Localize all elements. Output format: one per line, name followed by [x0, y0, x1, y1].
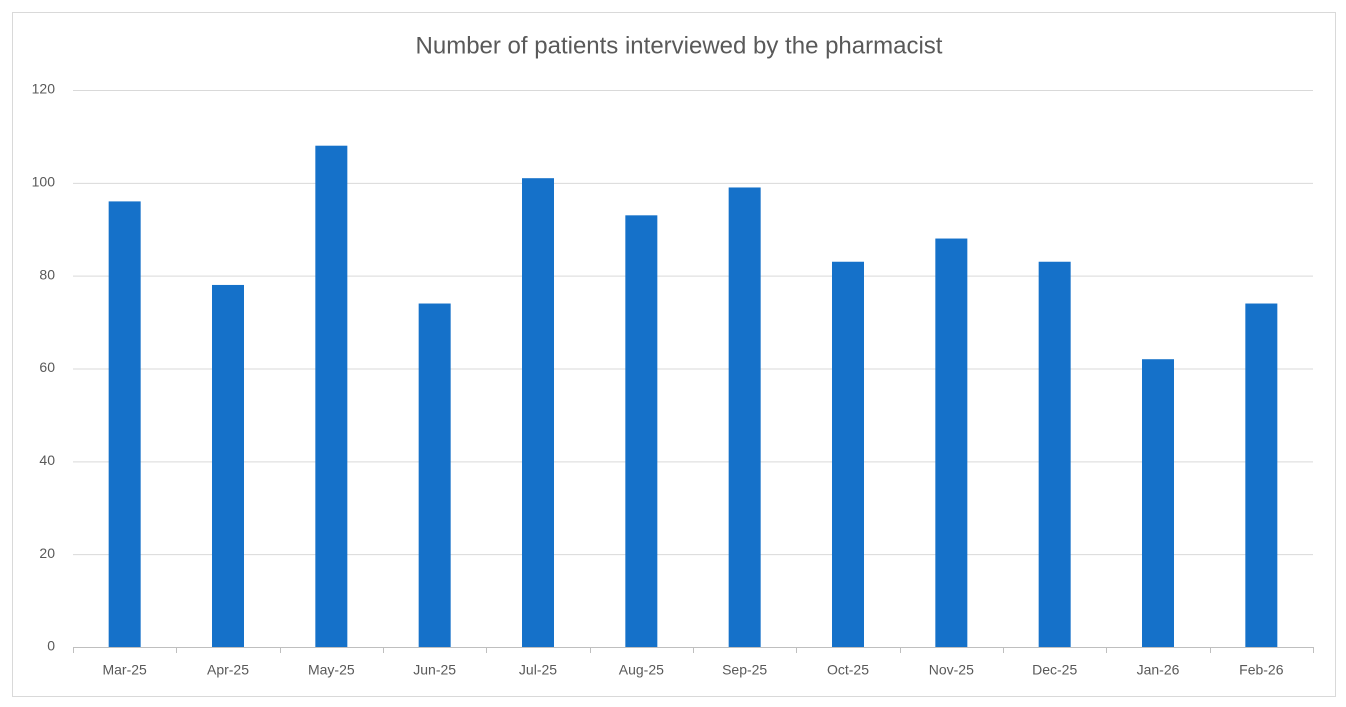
chart-border	[12, 12, 1336, 697]
x-tick-label: Jan-26	[1137, 662, 1180, 678]
x-tick-label: Aug-25	[619, 662, 664, 678]
x-tick-label: Jul-25	[519, 662, 557, 678]
x-tick-label: Dec-25	[1032, 662, 1077, 678]
y-tick-label: 20	[39, 545, 55, 561]
x-tick-label: Feb-26	[1239, 662, 1284, 678]
bar	[1142, 359, 1174, 647]
bar	[315, 145, 348, 647]
bar	[625, 215, 658, 647]
x-tick-label: May-25	[308, 662, 355, 678]
x-tick-label: Oct-25	[827, 662, 869, 678]
x-tick-label: Sep-25	[722, 662, 767, 678]
bar	[1038, 261, 1071, 647]
x-tick-label: Jun-25	[413, 662, 456, 678]
bar	[1245, 303, 1278, 647]
bar	[418, 303, 451, 647]
bar	[832, 261, 864, 647]
bar	[728, 187, 761, 647]
x-tick-label: Apr-25	[207, 662, 249, 678]
chart-title: Number of patients interviewed by the ph…	[416, 32, 943, 59]
bar	[935, 238, 968, 648]
y-tick-label: 0	[47, 638, 55, 654]
y-tick-label: 80	[39, 266, 55, 282]
x-tick-label: Mar-25	[102, 662, 147, 678]
bar	[212, 284, 244, 647]
y-tick-label: 60	[39, 359, 55, 375]
y-tick-label: 120	[32, 81, 56, 97]
y-tick-label: 40	[39, 452, 55, 468]
y-tick-label: 100	[32, 174, 56, 190]
bar	[522, 178, 554, 648]
bar	[108, 201, 141, 647]
x-tick-label: Nov-25	[929, 662, 974, 678]
